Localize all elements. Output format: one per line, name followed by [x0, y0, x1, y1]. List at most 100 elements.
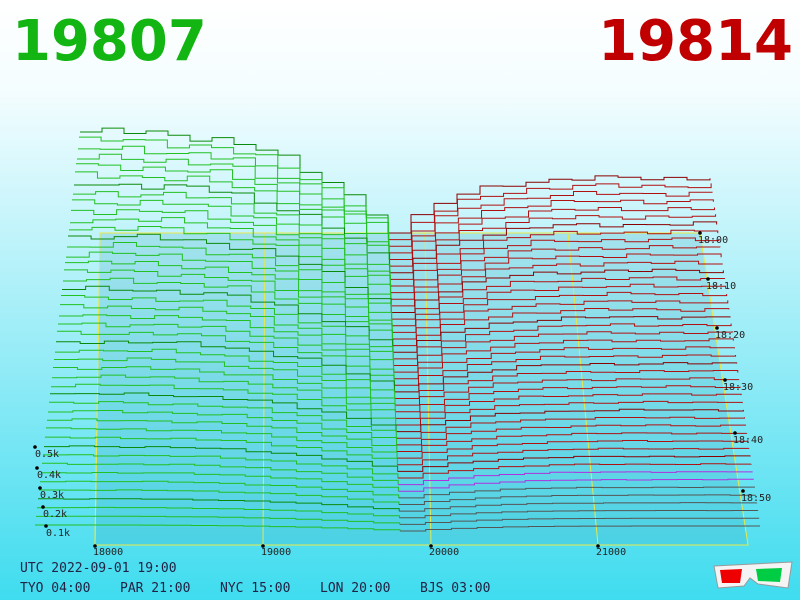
bid-depth-line [40, 480, 400, 498]
ask-depth-line [399, 517, 760, 525]
ask-depth-line [392, 291, 728, 333]
bid-depth-line [77, 153, 390, 253]
bid-depth-line [71, 209, 391, 293]
time-label: 18:30 [723, 382, 753, 393]
bid-depth-line [67, 241, 392, 320]
ask-depth-line [388, 183, 712, 241]
price-label: 19000 [261, 547, 291, 558]
tick-dot [723, 378, 727, 382]
depth-label: 0.3k [40, 490, 64, 501]
bid-depth-line [78, 145, 390, 247]
city-clock: NYC 15:00 [220, 581, 290, 596]
time-label: 18:20 [715, 330, 745, 341]
bid-depth-line [50, 392, 397, 432]
bid-depth-line [64, 269, 393, 339]
tick-dot [733, 431, 737, 435]
bid-depth-line [60, 304, 394, 366]
bid-depth-line [54, 357, 396, 406]
price-label: 21000 [596, 547, 626, 558]
bid-depth-line [44, 445, 399, 472]
time-label: 18:50 [741, 493, 771, 504]
ask-depth-line [391, 268, 724, 313]
floor-line [424, 232, 432, 546]
bid-depth-line [66, 251, 393, 326]
ask-depth-line [400, 525, 760, 532]
tick-dot [261, 544, 265, 548]
ask-depth-line [389, 207, 715, 260]
ask-depth-line [388, 175, 711, 234]
tick-dot [741, 489, 745, 493]
bid-depth-line [49, 401, 397, 439]
bid-depth-line [41, 472, 399, 492]
bid-depth-line [57, 330, 395, 386]
ask-depth-line [398, 471, 753, 486]
tick-dot [429, 544, 433, 548]
bid-depth-line [65, 260, 393, 333]
bid-depth-line [68, 233, 392, 313]
ask-depth-line [390, 245, 721, 294]
tick-dot [698, 231, 702, 235]
bid-depth-line [58, 322, 395, 379]
tick-dot [35, 466, 39, 470]
time-label: 18:40 [733, 435, 763, 446]
bid-depth-line [56, 340, 395, 392]
bid-depth-line [51, 383, 397, 426]
bid-depth-line [36, 515, 401, 525]
ask-depth-line [388, 199, 714, 254]
bid-depth-line [43, 454, 399, 479]
ask-depth-line [395, 400, 743, 426]
ask-depth-line [397, 455, 751, 472]
ask-depth-line [399, 509, 759, 519]
ask-depth-line [398, 486, 755, 499]
bid-depth-line [70, 217, 392, 300]
ask-depth-line [392, 308, 730, 347]
bid-depth-line [47, 418, 398, 452]
ask-depth-line [399, 502, 758, 512]
bid-depth-line [46, 427, 398, 459]
ask-depth-line [393, 323, 732, 360]
depth-label: 0.4k [37, 470, 61, 481]
bid-depth-line [74, 183, 391, 273]
depth-lines [35, 127, 760, 532]
3d-glasses-icon[interactable] [713, 561, 793, 589]
tick-dot [93, 544, 97, 548]
bid-depth-line [80, 127, 389, 233]
tick-dot [33, 445, 37, 449]
time-label: 18:00 [698, 235, 728, 246]
bid-depth-line [73, 191, 391, 280]
depth-label: 0.1k [46, 528, 70, 539]
bid-depth-line [52, 374, 396, 419]
bid-depth-line [48, 410, 398, 445]
tick-dot [715, 326, 719, 330]
ask-depth-line [389, 229, 719, 280]
bid-depth-line [45, 436, 398, 465]
depth-label: 0.5k [35, 449, 59, 460]
bid-depth-line [76, 163, 390, 260]
ask-depth-line [397, 447, 750, 466]
ask-depth-line [394, 354, 737, 386]
ask-depth-line [396, 416, 745, 439]
utc-time: UTC 2022-09-01 19:00 [20, 561, 177, 576]
ask-depth-line [394, 377, 740, 406]
ask-depth-line [392, 300, 729, 340]
ask-depth-line [389, 214, 717, 267]
bid-depth-line [69, 225, 392, 306]
ask-depth-line [389, 221, 718, 274]
city-clock: LON 20:00 [320, 581, 390, 596]
ask-depth-line [394, 370, 739, 400]
ask-depth-line [398, 478, 754, 492]
ask-depth-line [392, 316, 731, 353]
ask-depth-line [396, 408, 744, 433]
ask-depth-line [391, 276, 725, 320]
bid-price: 19807 [12, 9, 207, 74]
bid-depth-line [55, 348, 396, 399]
bid-depth-line [63, 277, 394, 346]
ask-depth-line [388, 191, 713, 247]
ask-depth-line [397, 463, 752, 479]
ask-depth-line [391, 283, 727, 327]
time-label: 18:10 [706, 281, 736, 292]
clocks: TYO 04:00 PAR 21:00 NYC 15:00 LON 20:00 BJS … [20, 581, 490, 596]
